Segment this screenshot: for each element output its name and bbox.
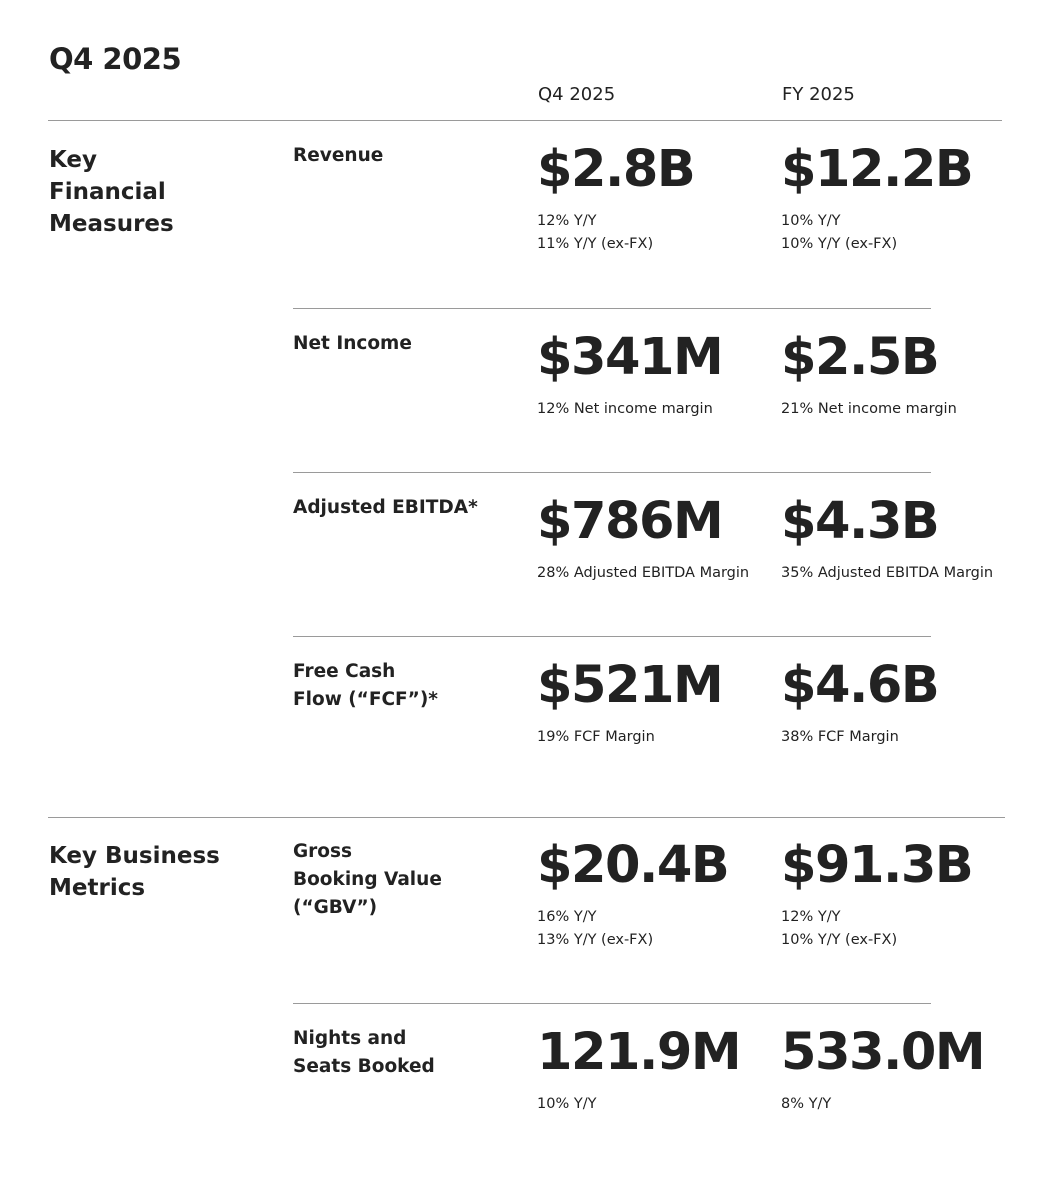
fy-value: $4.6B [781,656,940,715]
fy-sub-line: 38% FCF Margin [781,729,899,745]
fy-cell: $91.3B 12% Y/Y 10% Y/Y (ex-FX) [781,836,974,952]
section-divider [48,817,1005,818]
section-divider [48,120,1002,121]
q4-sub-line: 13% Y/Y (ex-FX) [537,932,654,948]
row-divider [293,472,931,473]
page-title: Q4 2025 [49,42,182,76]
q4-value: $521M [537,656,724,715]
fy-sub-line: 12% Y/Y [781,909,841,925]
row-divider [293,636,931,637]
q4-cell: $341M 12% Net income margin [537,328,724,421]
q4-value: $2.8B [537,140,696,199]
q4-value: $341M [537,328,724,387]
q4-cell: $2.8B 12% Y/Y 11% Y/Y (ex-FX) [537,140,696,256]
row-divider [293,1003,931,1004]
fy-sub-line: 21% Net income margin [781,401,957,417]
metric-label: Nights and Seats Booked [293,1028,435,1077]
fy-value: 533.0M [781,1023,986,1082]
section-label-financial: Key Financial Measures [49,147,174,237]
q4-sub-line: 10% Y/Y [537,1096,597,1112]
q4-cell: $521M 19% FCF Margin [537,656,724,749]
column-header-q4: Q4 2025 [538,84,616,105]
fy-value: $4.3B [781,492,940,551]
q4-value: $786M [537,492,724,551]
column-header-fy: FY 2025 [782,84,855,105]
fy-cell: $12.2B 10% Y/Y 10% Y/Y (ex-FX) [781,140,974,256]
fy-sub-line: 10% Y/Y [781,213,841,229]
q4-sub-line: 16% Y/Y [537,909,597,925]
q4-value: $20.4B [537,836,730,895]
fy-sub-line: 10% Y/Y (ex-FX) [781,236,898,252]
q4-value: 121.9M [537,1023,742,1082]
fy-sub-line: 10% Y/Y (ex-FX) [781,932,898,948]
fy-value: $91.3B [781,836,974,895]
q4-cell: 121.9M 10% Y/Y [537,1023,742,1116]
fy-cell: $4.6B 38% FCF Margin [781,656,940,749]
fy-cell: $4.3B 35% Adjusted EBITDA Margin [781,494,993,585]
q4-sub-line: 12% Net income margin [537,401,713,417]
fy-sub-line: 8% Y/Y [781,1096,832,1112]
metric-label: Net Income [293,333,412,354]
q4-cell: $786M 28% Adjusted EBITDA Margin [537,494,749,585]
row-divider [293,308,931,309]
fy-sub-line: 35% Adjusted EBITDA Margin [781,565,994,581]
metric-label: Adjusted EBITDA* [293,497,478,518]
fy-value: $12.2B [781,140,974,199]
fy-value: $2.5B [781,328,940,387]
q4-sub-line: 12% Y/Y [537,213,597,229]
q4-cell: $20.4B 16% Y/Y 13% Y/Y (ex-FX) [537,836,730,952]
q4-sub-line: 28% Adjusted EBITDA Margin [537,565,750,581]
section-label-business: Key Business Metrics [49,843,220,901]
fy-cell: 533.0M 8% Y/Y [781,1023,986,1116]
metric-label: Gross Booking Value (“GBV”) [293,841,442,918]
fy-cell: $2.5B 21% Net income margin [781,330,957,421]
metric-label: Free Cash Flow (“FCF”)* [293,661,438,710]
q4-sub-line: 19% FCF Margin [537,729,655,745]
q4-sub-line: 11% Y/Y (ex-FX) [537,236,654,252]
metric-label: Revenue [293,145,384,166]
